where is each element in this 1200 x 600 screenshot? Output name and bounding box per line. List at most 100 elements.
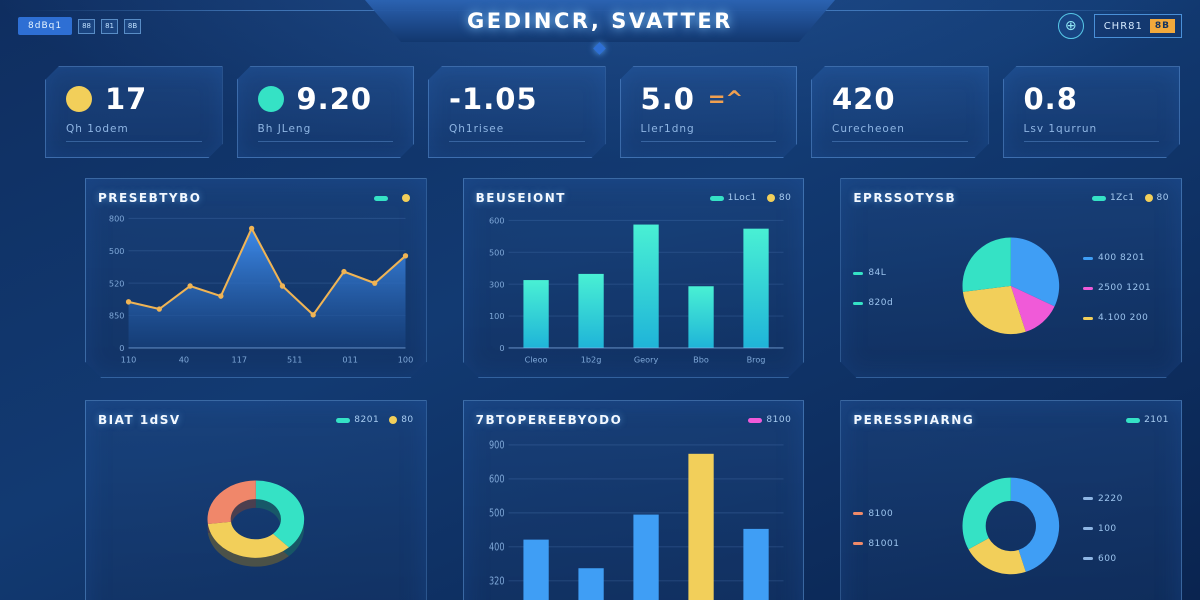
svg-text:110: 110 (121, 354, 137, 364)
pie-chart: 84L 820d 400 8201 2500 1201 4.100 200 (853, 210, 1169, 367)
header-left-controls: 8dBq1 88 81 8B (18, 17, 142, 35)
callout-tick (853, 512, 863, 515)
kpi-indicator-dot (258, 86, 284, 112)
kpi-value: -1.05 (449, 82, 538, 116)
chart-legend: 1Zc1 80 (1092, 193, 1169, 203)
chart-panel-donut: PERESSPIARNG 2101 8100 81001 2220 100 600 (840, 400, 1182, 600)
svg-text:850: 850 (109, 311, 125, 321)
callout-tick (1083, 557, 1093, 560)
legend-item: 1Loc1 (710, 193, 757, 203)
svg-text:500: 500 (489, 508, 505, 520)
panel-header: 7BTOPEREEBYODO 8100 (476, 411, 792, 429)
donut-chart: 8100 81001 2220 100 600 (853, 432, 1169, 600)
panel-header: PERESSPIARNG 2101 (853, 411, 1169, 429)
donut-chart-3d (98, 432, 414, 600)
header-badge-button[interactable]: 8dBq1 (18, 17, 73, 35)
chart-callout-label: 2500 1201 (1083, 283, 1169, 293)
kpi-card: 420 Curecheoen (811, 66, 989, 158)
chart-callout-label: 8100 (853, 509, 939, 519)
layout-icon[interactable]: 8B (124, 18, 142, 34)
panel-title: PRESEBTYBO (98, 191, 202, 205)
svg-text:Geory: Geory (633, 354, 658, 364)
chart-callout-label: 400 8201 (1083, 253, 1169, 263)
legend-item (374, 196, 392, 201)
header-right-controls: ⊕ CHR81 8B (1057, 13, 1182, 39)
chart-callout-label: 600 (1083, 554, 1169, 564)
svg-text:320: 320 (489, 576, 505, 588)
chart-callout-label: 2220 (1083, 494, 1169, 504)
kpi-label: Ller1dng (641, 123, 777, 142)
chart-panel-donut-3d: BIAT 1dSV 8201 80 (85, 400, 427, 600)
callout-tick (1083, 287, 1093, 290)
pie-figure (943, 210, 1079, 367)
panel-title: 7BTOPEREEBYODO (475, 413, 623, 427)
svg-text:1b2g: 1b2g (580, 354, 601, 364)
bar-chart: 0 100 300 500 600 Cleoo 1b2g Geory Bbo Brog (476, 210, 792, 367)
kpi-card: 9.20 Bh JLeng (237, 66, 415, 158)
kpi-card: 0.8 Lsv 1qurrun (1003, 66, 1181, 158)
kpi-value-suffix: =^ (707, 87, 744, 111)
panel-header: PRESEBTYBO (98, 189, 414, 207)
callout-tick (1083, 257, 1093, 260)
kpi-value: 0.8 (1023, 82, 1078, 116)
callout-tick (853, 272, 863, 275)
chart-panel-bars: BEUSEIONT 1Loc1 80 0 100 300 500 600 Cleoo 1b2g… (463, 178, 805, 378)
kpi-value-row: 420 (832, 82, 968, 116)
kpi-value: 5.0 (640, 82, 695, 116)
pie-right-labels: 2220 100 600 (1083, 494, 1169, 564)
legend-swatch (389, 416, 397, 424)
kpi-indicator-dot (66, 86, 92, 112)
legend-swatch (1145, 194, 1153, 202)
chart-panel-pie: EPRSSOTYSB 1Zc1 80 84L 820d 400 8201 2500 12… (840, 178, 1182, 378)
pie-figure (943, 432, 1079, 600)
kpi-value-row: 9.20 (258, 82, 394, 116)
chart-panel-trend: PRESEBTYBO 0 850 520 500 800 110 40 117 511 011 10… (85, 178, 427, 378)
svg-text:500: 500 (489, 247, 505, 257)
globe-icon[interactable]: ⊕ (1057, 13, 1084, 39)
chart-callout-label: 820d (853, 298, 939, 308)
chart-legend: 8100 (748, 415, 791, 425)
chart-callout-label: 81001 (853, 539, 939, 549)
callout-tick (1083, 497, 1093, 500)
panel-header: BIAT 1dSV 8201 80 (98, 411, 414, 429)
legend-item: 2101 (1126, 415, 1169, 425)
panel-header: BEUSEIONT 1Loc1 80 (476, 189, 792, 207)
header-action-label: CHR81 (1103, 20, 1143, 32)
kpi-value: 420 (832, 82, 896, 116)
legend-swatch (748, 418, 762, 423)
grid-icon[interactable]: 88 (78, 18, 96, 34)
legend-item: 80 (767, 193, 791, 203)
callout-tick (1083, 527, 1093, 530)
kpi-label: Qh1risee (449, 123, 585, 142)
svg-text:0: 0 (499, 343, 504, 353)
page-title: GEDINCR, SVATTER (467, 9, 733, 33)
legend-swatch (767, 194, 775, 202)
chart-legend: 1Loc1 80 (710, 193, 792, 203)
chart-callout-label: 84L (853, 268, 939, 278)
kpi-label: Curecheoen (832, 123, 968, 142)
callout-tick (1083, 317, 1093, 320)
header-action-button[interactable]: CHR81 8B (1093, 14, 1182, 38)
pie-left-labels: 84L 820d (853, 268, 939, 308)
panel-title: BIAT 1dSV (98, 413, 181, 427)
legend-swatch (374, 196, 388, 201)
svg-text:511: 511 (287, 354, 303, 364)
legend-swatch (1126, 418, 1140, 423)
chart-legend (374, 194, 414, 202)
chart-legend: 2101 (1126, 415, 1169, 425)
charts-row-middle: PRESEBTYBO 0 850 520 500 800 110 40 117 511 011 10… (0, 178, 1200, 374)
callout-tick (853, 542, 863, 545)
callout-tick (853, 302, 863, 305)
kpi-value-row: 0.8 (1024, 82, 1160, 116)
panel-header: EPRSSOTYSB 1Zc1 80 (853, 189, 1169, 207)
svg-text:117: 117 (232, 354, 248, 364)
svg-text:Brog: Brog (746, 354, 765, 364)
panel-title: PERESSPIARNG (853, 413, 975, 427)
header-action-accent-chip: 8B (1149, 19, 1175, 33)
kpi-card: 17 Qh 1odem (45, 66, 223, 158)
list-icon[interactable]: 81 (101, 18, 119, 34)
svg-text:600: 600 (489, 215, 505, 225)
